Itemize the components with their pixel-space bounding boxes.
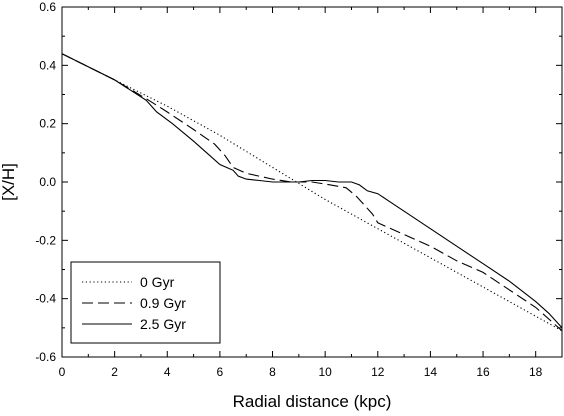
x-tick-label: 14: [424, 365, 438, 379]
x-tick-label: 6: [217, 365, 224, 379]
legend-label-3: 2.5 Gyr: [140, 316, 186, 332]
y-tick-label: 0.0: [39, 175, 56, 189]
y-axis: 0.6 0.4 0.2 0.0 -0.2 -0.4 -0.6: [35, 0, 562, 364]
y-axis-title: [X/H]: [0, 163, 18, 201]
x-tick-label: 12: [371, 365, 385, 379]
x-axis: 0 2 4 6 8 10 12 14 16 18: [59, 7, 543, 379]
legend-label-2: 0.9 Gyr: [140, 295, 186, 311]
x-tick-label: 10: [318, 365, 332, 379]
y-tick-label: 0.4: [39, 58, 56, 72]
x-tick-label: 18: [529, 365, 543, 379]
series-line-1: [61, 53, 563, 332]
x-tick-label: 0: [59, 365, 66, 379]
series-line-2: [61, 53, 563, 332]
y-tick-label: -0.2: [35, 233, 56, 247]
y-tick-label: -0.4: [35, 292, 56, 306]
series-line-3: [61, 53, 563, 329]
x-tick-label: 4: [164, 365, 171, 379]
x-tick-label: 8: [269, 365, 276, 379]
legend-box: [70, 261, 221, 344]
x-tick-label: 2: [111, 365, 118, 379]
legend-label-1: 0 Gyr: [140, 274, 175, 290]
x-tick-label: 16: [476, 365, 490, 379]
x-axis-title: Radial distance (kpc): [233, 392, 392, 411]
y-tick-label: -0.6: [35, 350, 56, 364]
y-tick-label: 0.2: [39, 117, 56, 131]
y-tick-label: 0.6: [39, 0, 56, 14]
plot-marks: [61, 53, 563, 332]
legend: 0 Gyr 0.9 Gyr 2.5 Gyr: [70, 261, 221, 344]
